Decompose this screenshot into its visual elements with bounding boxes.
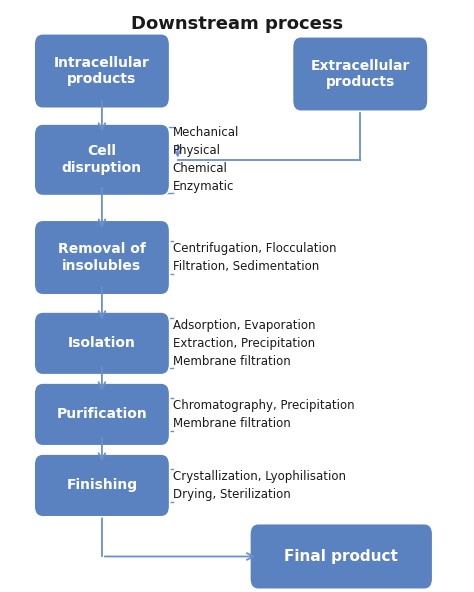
FancyBboxPatch shape xyxy=(34,124,170,195)
FancyBboxPatch shape xyxy=(34,454,170,517)
FancyBboxPatch shape xyxy=(34,220,170,295)
Text: Purification: Purification xyxy=(56,407,147,422)
Text: Intracellular
products: Intracellular products xyxy=(54,56,150,86)
FancyBboxPatch shape xyxy=(292,37,428,111)
Text: Finishing: Finishing xyxy=(66,478,137,493)
FancyBboxPatch shape xyxy=(34,312,170,375)
FancyBboxPatch shape xyxy=(34,383,170,446)
FancyBboxPatch shape xyxy=(34,34,170,108)
Text: Adsorption, Evaporation
Extraction, Precipitation
Membrane filtration: Adsorption, Evaporation Extraction, Prec… xyxy=(173,319,315,368)
Text: Chromatography, Precipitation
Membrane filtration: Chromatography, Precipitation Membrane f… xyxy=(173,399,354,430)
Text: Crystallization, Lyophilisation
Drying, Sterilization: Crystallization, Lyophilisation Drying, … xyxy=(173,470,346,501)
Text: Downstream process: Downstream process xyxy=(131,15,343,33)
Text: Extracellular
products: Extracellular products xyxy=(310,59,410,89)
FancyBboxPatch shape xyxy=(250,524,433,590)
Text: Final product: Final product xyxy=(284,549,398,564)
Text: Centrifugation, Flocculation
Filtration, Sedimentation: Centrifugation, Flocculation Filtration,… xyxy=(173,242,336,273)
Text: Removal of
insolubles: Removal of insolubles xyxy=(58,242,146,273)
Text: Isolation: Isolation xyxy=(68,336,136,350)
Text: Mechanical
Physical
Chemical
Enzymatic: Mechanical Physical Chemical Enzymatic xyxy=(173,126,239,194)
Text: Cell
disruption: Cell disruption xyxy=(62,144,142,175)
